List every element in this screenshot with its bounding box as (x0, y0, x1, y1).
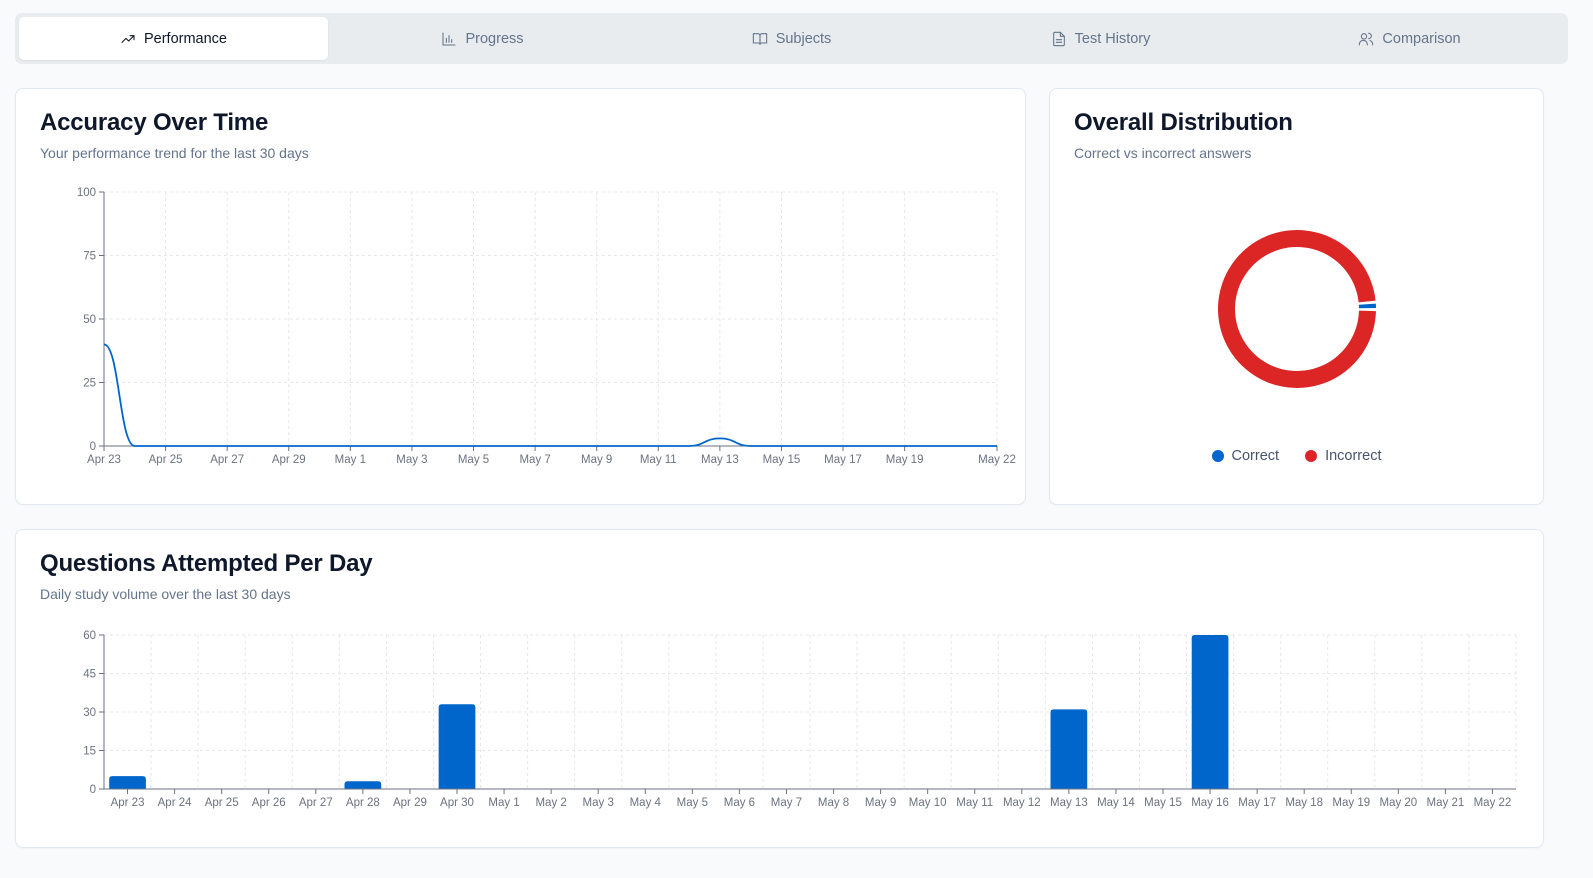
x-tick-label: May 5 (458, 454, 489, 466)
tab-label: Progress (465, 30, 524, 47)
x-tick-label: Apr 23 (87, 454, 121, 466)
legend-marker (1211, 450, 1224, 462)
card-subtitle: Your performance trend for the last 30 d… (40, 145, 309, 161)
y-tick-label: 60 (83, 630, 96, 642)
legend-label: Correct (1231, 448, 1280, 464)
questions-bar-chart: 0 15 30 45 60 Apr 23 Apr 24 Apr 25 Apr 26 Apr 27 A… (83, 630, 1517, 809)
x-tick-label: May 4 (630, 797, 662, 809)
y-tick-label: 0 (90, 441, 96, 453)
y-tick-label: 100 (77, 187, 96, 199)
accuracy-line-chart: 0 25 50 75 100 Apr 23 Apr 25 Apr 27 Apr 29 May 1 M… (77, 187, 1016, 466)
x-tick-label: May 22 (1474, 797, 1512, 809)
bar (109, 776, 146, 789)
x-tick-label: May 3 (583, 797, 614, 809)
legend-item-incorrect[interactable]: Incorrect (1305, 448, 1381, 464)
x-tick-label: Apr 23 (111, 797, 145, 809)
card-title: Accuracy Over Time (40, 109, 269, 136)
bar (438, 704, 476, 789)
x-tick-label: May 17 (1238, 797, 1276, 809)
x-tick-label: May 11 (640, 454, 677, 466)
y-tick-label: 75 (83, 251, 96, 263)
x-tick-label: Apr 27 (210, 454, 244, 466)
card-title: Questions Attempted Per Day (40, 550, 373, 577)
x-tick-label: May 11 (956, 797, 993, 809)
bar (1050, 709, 1088, 789)
tab-performance[interactable]: Performance (19, 17, 328, 60)
x-tick-label: May 7 (771, 797, 802, 809)
bar-chart-icon (442, 31, 457, 46)
x-tick-label: May 12 (1003, 797, 1041, 809)
tab-comparison[interactable]: Comparison (1255, 17, 1564, 60)
card-subtitle: Daily study volume over the last 30 days (40, 586, 291, 602)
x-tick-label: Apr 24 (158, 797, 192, 809)
tab-label: Test History (1074, 30, 1151, 47)
legend-label: Incorrect (1325, 448, 1382, 464)
x-tick-label: Apr 28 (346, 797, 380, 809)
x-tick-label: May 3 (396, 454, 427, 466)
book-open-icon (752, 32, 767, 45)
x-tick-label: May 13 (701, 454, 739, 466)
bar (344, 781, 382, 789)
x-tick-label: May 1 (335, 454, 366, 466)
x-tick-label: Apr 29 (272, 454, 306, 466)
x-tick-label: Apr 25 (149, 454, 183, 466)
donut-slice-incorrect (1218, 230, 1376, 389)
x-tick-label: May 10 (909, 797, 947, 809)
bar (1191, 635, 1229, 789)
x-tick-label: May 21 (1427, 797, 1465, 809)
users-icon (1359, 32, 1374, 46)
x-tick-label: May 2 (535, 797, 566, 809)
x-tick-label: Apr 30 (440, 797, 474, 809)
trending-up-icon (121, 34, 135, 43)
x-tick-label: Apr 26 (252, 797, 286, 809)
x-tick-label: May 20 (1379, 797, 1417, 809)
questions-card: Questions Attempted Per Day Daily study … (15, 529, 1544, 848)
accuracy-card: Accuracy Over Time Your performance tren… (15, 88, 1026, 505)
legend-marker (1305, 450, 1318, 462)
distribution-card: Overall Distribution Correct vs incorrec… (1049, 88, 1544, 505)
x-tick-label: May 15 (1144, 797, 1182, 809)
x-tick-label: Apr 29 (393, 797, 427, 809)
x-tick-label: May 22 (978, 454, 1016, 466)
x-tick-label: May 7 (519, 454, 550, 466)
tab-label: Performance (143, 30, 227, 47)
file-text-icon (1052, 31, 1065, 46)
card-title: Overall Distribution (1074, 109, 1293, 136)
tab-label: Comparison (1382, 30, 1461, 47)
x-tick-label: May 19 (1332, 797, 1370, 809)
x-tick-label: May 15 (763, 454, 801, 466)
x-tick-label: May 16 (1191, 797, 1229, 809)
y-tick-label: 50 (83, 314, 96, 326)
tab-label: Subjects (775, 30, 832, 47)
x-tick-label: Apr 27 (299, 797, 333, 809)
tab-bar: Performance Progress Subjects Test Histo… (15, 13, 1568, 64)
x-tick-label: May 14 (1097, 797, 1135, 809)
accuracy-line (103, 343, 997, 447)
tab-progress[interactable]: Progress (328, 17, 637, 60)
x-tick-label: May 17 (824, 454, 862, 466)
y-tick-label: 45 (83, 669, 96, 681)
x-tick-label: May 18 (1285, 797, 1323, 809)
y-tick-label: 30 (83, 707, 96, 719)
x-tick-label: May 1 (488, 797, 519, 809)
donut-slice-correct (1358, 303, 1376, 309)
legend-item-correct[interactable]: Correct (1211, 448, 1280, 464)
x-tick-label: Apr 25 (205, 797, 239, 809)
x-tick-label: May 8 (818, 797, 849, 809)
distribution-donut-chart (1218, 230, 1376, 389)
x-tick-label: May 13 (1050, 797, 1088, 809)
chart-legend: Correct Incorrect (1050, 448, 1543, 464)
x-tick-label: May 9 (581, 454, 612, 466)
y-tick-label: 0 (90, 784, 96, 796)
y-tick-label: 15 (83, 746, 96, 758)
tab-test-history[interactable]: Test History (946, 17, 1255, 60)
x-tick-label: May 19 (886, 454, 924, 466)
x-tick-label: May 6 (724, 797, 755, 809)
x-tick-label: May 9 (865, 797, 896, 809)
x-tick-label: May 5 (677, 797, 708, 809)
card-subtitle: Correct vs incorrect answers (1074, 145, 1252, 161)
tab-subjects[interactable]: Subjects (637, 17, 946, 60)
y-tick-label: 25 (83, 378, 96, 390)
